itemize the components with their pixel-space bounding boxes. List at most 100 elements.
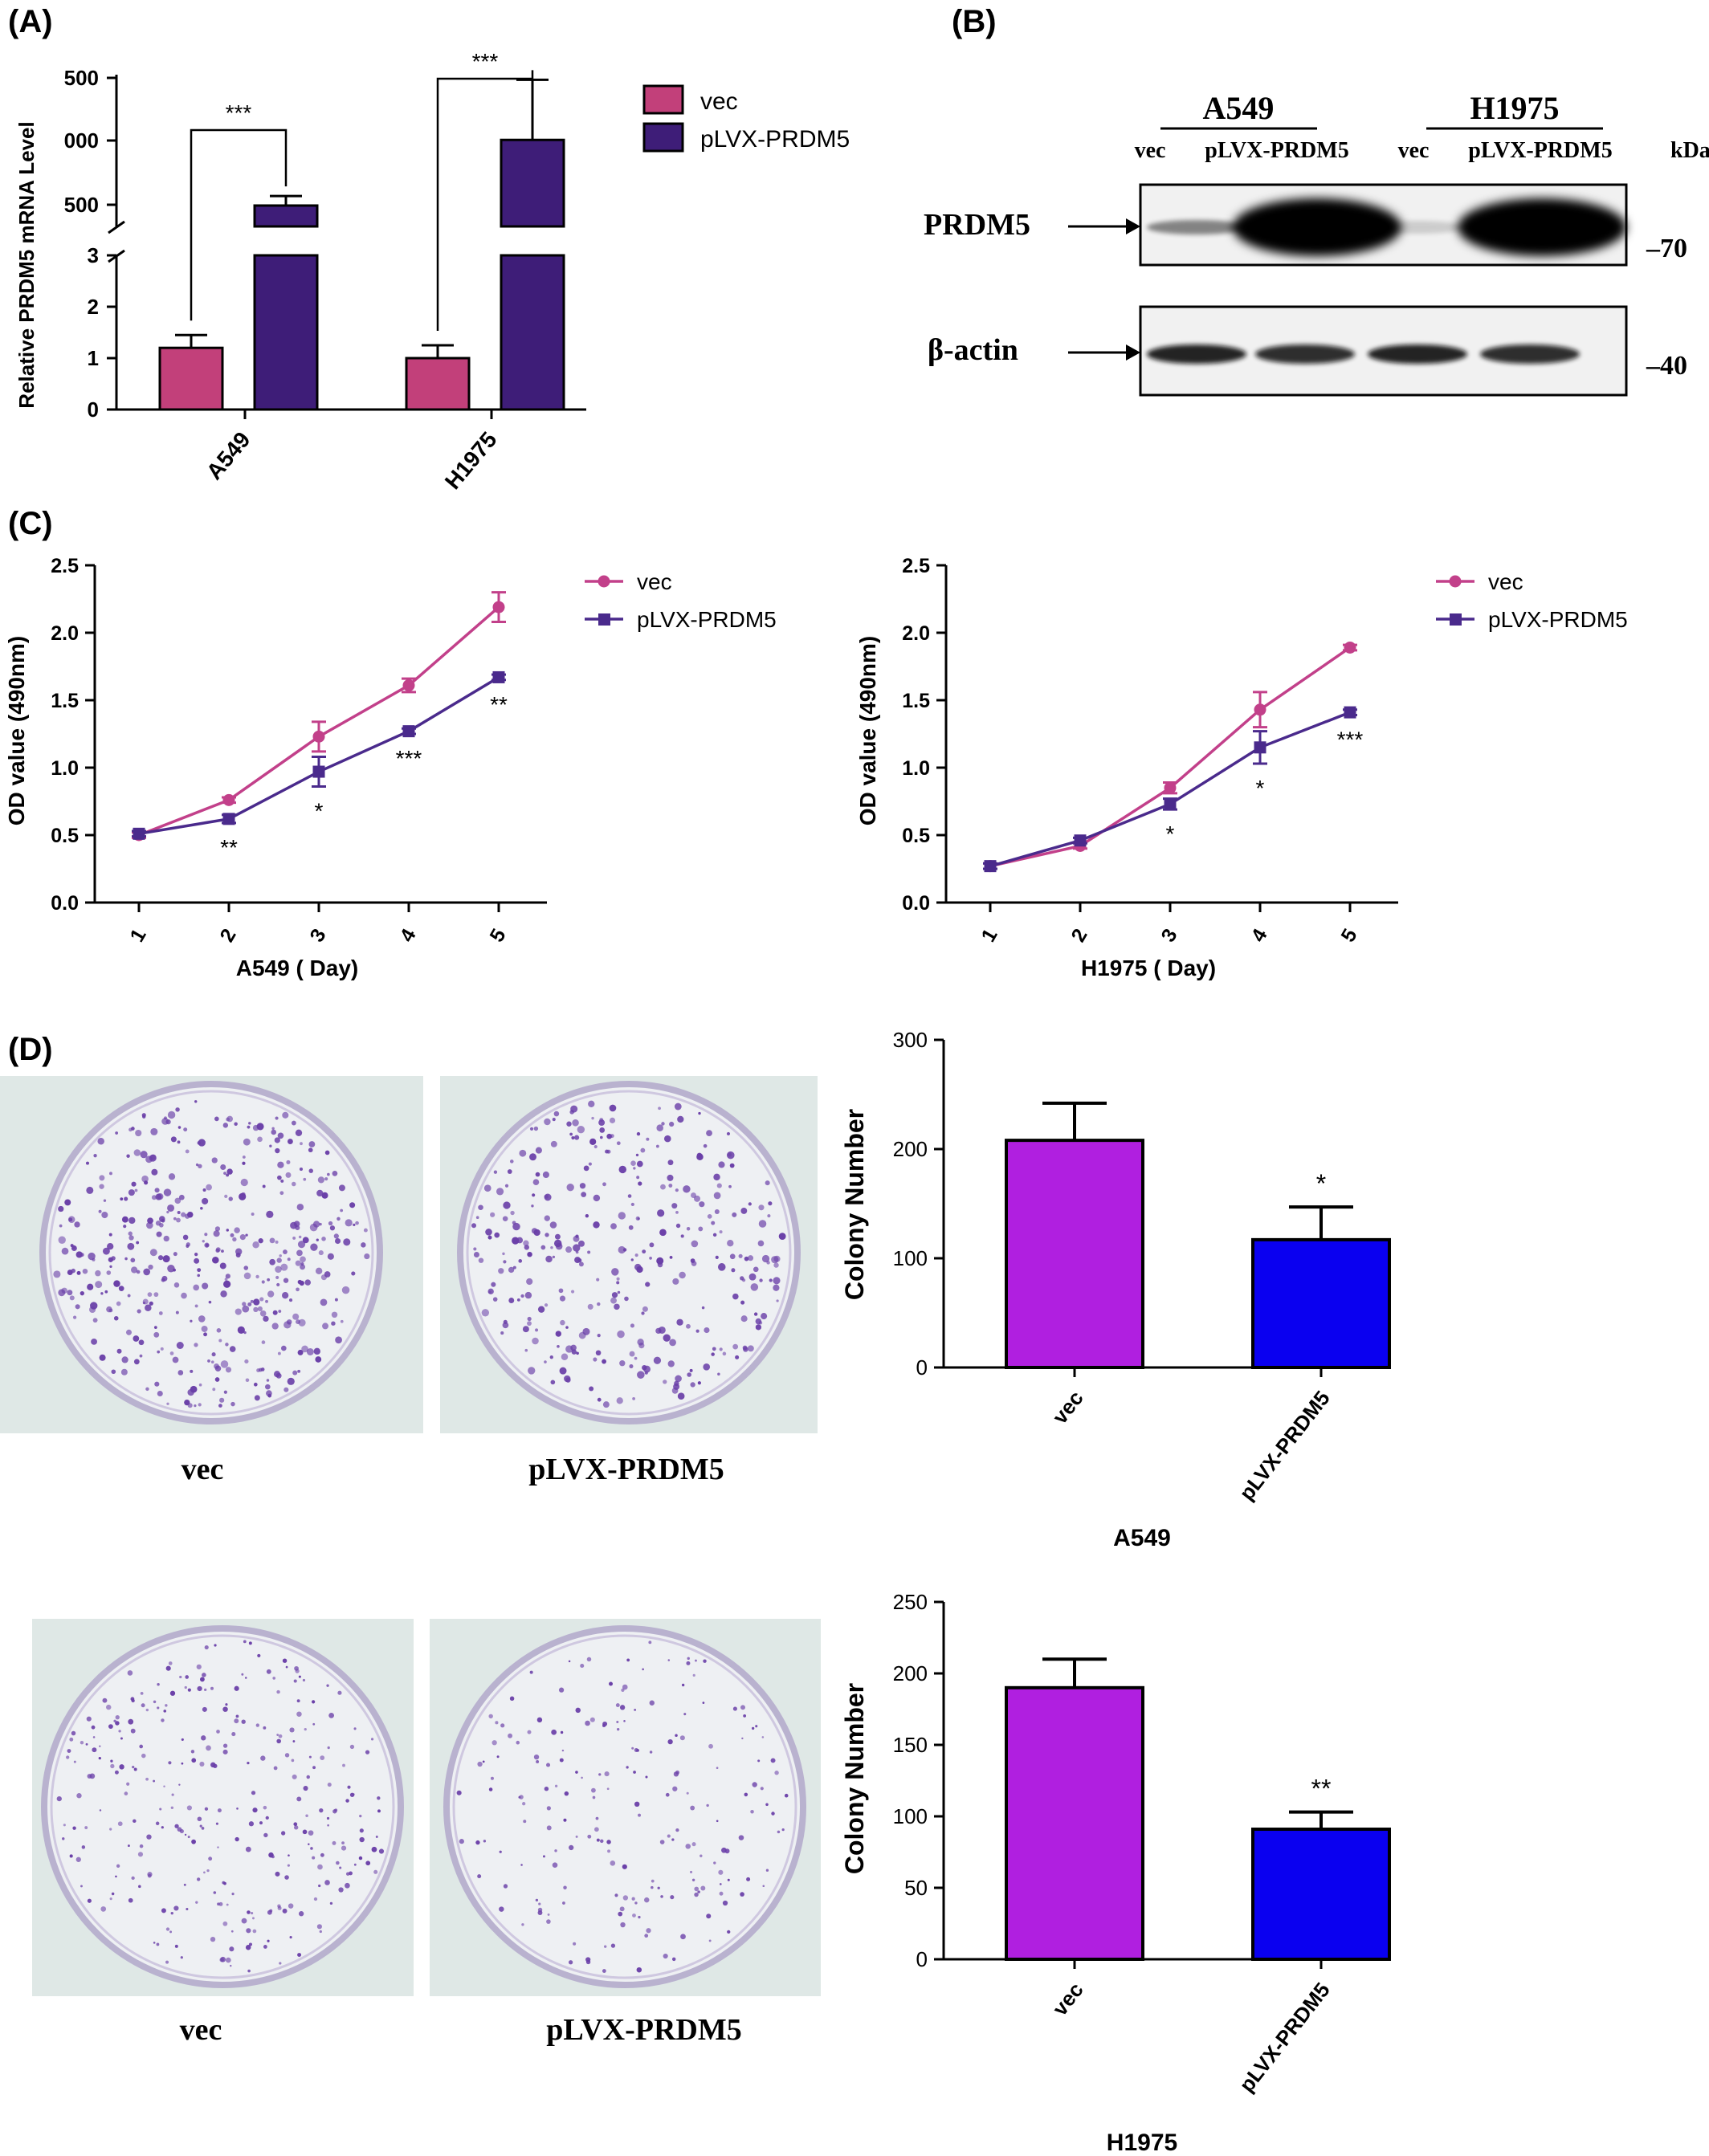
colony — [87, 1898, 92, 1903]
colony — [696, 1153, 704, 1160]
colony — [568, 1660, 571, 1663]
colony — [575, 1835, 578, 1838]
colony — [519, 1795, 524, 1799]
colony — [616, 1141, 621, 1146]
colony — [481, 1309, 490, 1317]
colony — [298, 1235, 302, 1239]
colony — [153, 1779, 155, 1783]
colony — [257, 1306, 263, 1311]
colony — [312, 1856, 316, 1860]
colony — [622, 1684, 628, 1690]
colony — [296, 1287, 300, 1292]
dish-a549-plvx-rim — [466, 1090, 792, 1416]
c-a549-ytick-label: 1.0 — [51, 757, 79, 780]
colony — [631, 1897, 635, 1901]
colony — [177, 1370, 184, 1376]
colony — [161, 1218, 165, 1223]
colony — [301, 1345, 308, 1353]
colony — [490, 1212, 496, 1217]
errorbar-vec-A549 — [175, 333, 207, 348]
colony — [566, 1183, 574, 1192]
colony — [247, 1761, 250, 1765]
colony — [195, 1901, 198, 1904]
colony — [151, 1195, 157, 1200]
colony — [173, 1217, 177, 1221]
colony — [273, 1371, 281, 1378]
colony — [542, 1855, 545, 1858]
colony — [512, 1222, 520, 1231]
colony — [124, 1196, 128, 1201]
colony — [545, 1255, 553, 1263]
colony — [554, 1784, 558, 1787]
colony — [636, 1131, 641, 1136]
colony — [113, 1315, 119, 1321]
colony — [748, 1202, 752, 1206]
colony — [297, 1241, 306, 1249]
colony — [123, 1225, 127, 1229]
colony — [73, 1760, 76, 1763]
colony — [132, 1765, 135, 1769]
colony — [109, 1172, 112, 1176]
colony — [675, 1188, 679, 1192]
colony — [169, 1930, 173, 1934]
colony — [230, 1930, 234, 1933]
panel-a-ytick-label: 1 — [88, 346, 99, 370]
c-a549-point-plvx — [312, 765, 325, 778]
colony — [363, 1228, 368, 1233]
colony — [502, 1216, 508, 1222]
colony — [337, 1690, 342, 1695]
colony — [294, 1825, 299, 1830]
colony — [757, 1240, 765, 1247]
colony — [80, 1253, 84, 1257]
colony — [529, 1670, 533, 1674]
colony — [106, 1704, 112, 1710]
colony — [157, 1255, 164, 1261]
colony — [92, 1736, 96, 1738]
colony — [667, 1738, 673, 1745]
colony — [675, 1223, 681, 1229]
colony — [740, 1276, 744, 1281]
colony — [106, 1270, 112, 1275]
colony — [490, 1776, 494, 1780]
panel-c-a549-xlabel: A549 ( Day) — [236, 956, 359, 980]
colony — [328, 1221, 333, 1226]
colony — [71, 1245, 76, 1249]
colony — [133, 1149, 141, 1156]
d-h1975-bar-plvx — [1251, 1828, 1391, 1962]
colony — [241, 1673, 244, 1676]
colony — [165, 1927, 170, 1931]
colony — [661, 1122, 665, 1126]
colony — [219, 1262, 226, 1270]
colony — [345, 1872, 350, 1876]
colony — [279, 1254, 282, 1257]
colony — [364, 1253, 370, 1260]
colony — [533, 1126, 539, 1131]
c-h1975-point-vec — [1164, 781, 1177, 794]
colony — [130, 1728, 136, 1734]
colony — [153, 1942, 156, 1944]
colony — [292, 1181, 296, 1187]
colony — [231, 1893, 235, 1896]
colony — [516, 1298, 520, 1302]
colony — [187, 1836, 190, 1839]
colony — [673, 1383, 680, 1390]
colony — [641, 1311, 645, 1315]
colony — [275, 1240, 279, 1244]
colony — [774, 1771, 779, 1775]
panel-a-legend: vec pLVX-PRDM5 — [642, 84, 850, 153]
colony — [732, 1706, 737, 1711]
colony — [151, 1168, 158, 1176]
colony — [199, 1761, 205, 1767]
colony — [156, 1231, 162, 1237]
colony — [223, 1881, 226, 1885]
colony — [618, 1245, 626, 1254]
c-h1975-legend-label-plvx: pLVX-PRDM5 — [1488, 607, 1628, 632]
colony — [494, 1232, 500, 1238]
colony — [91, 1338, 97, 1345]
d-h1975-bar-vec — [1005, 1685, 1144, 1962]
colony — [216, 1328, 222, 1333]
colony — [109, 1897, 112, 1901]
colony — [771, 1812, 775, 1816]
colony — [174, 1197, 182, 1204]
colony — [671, 1203, 678, 1209]
